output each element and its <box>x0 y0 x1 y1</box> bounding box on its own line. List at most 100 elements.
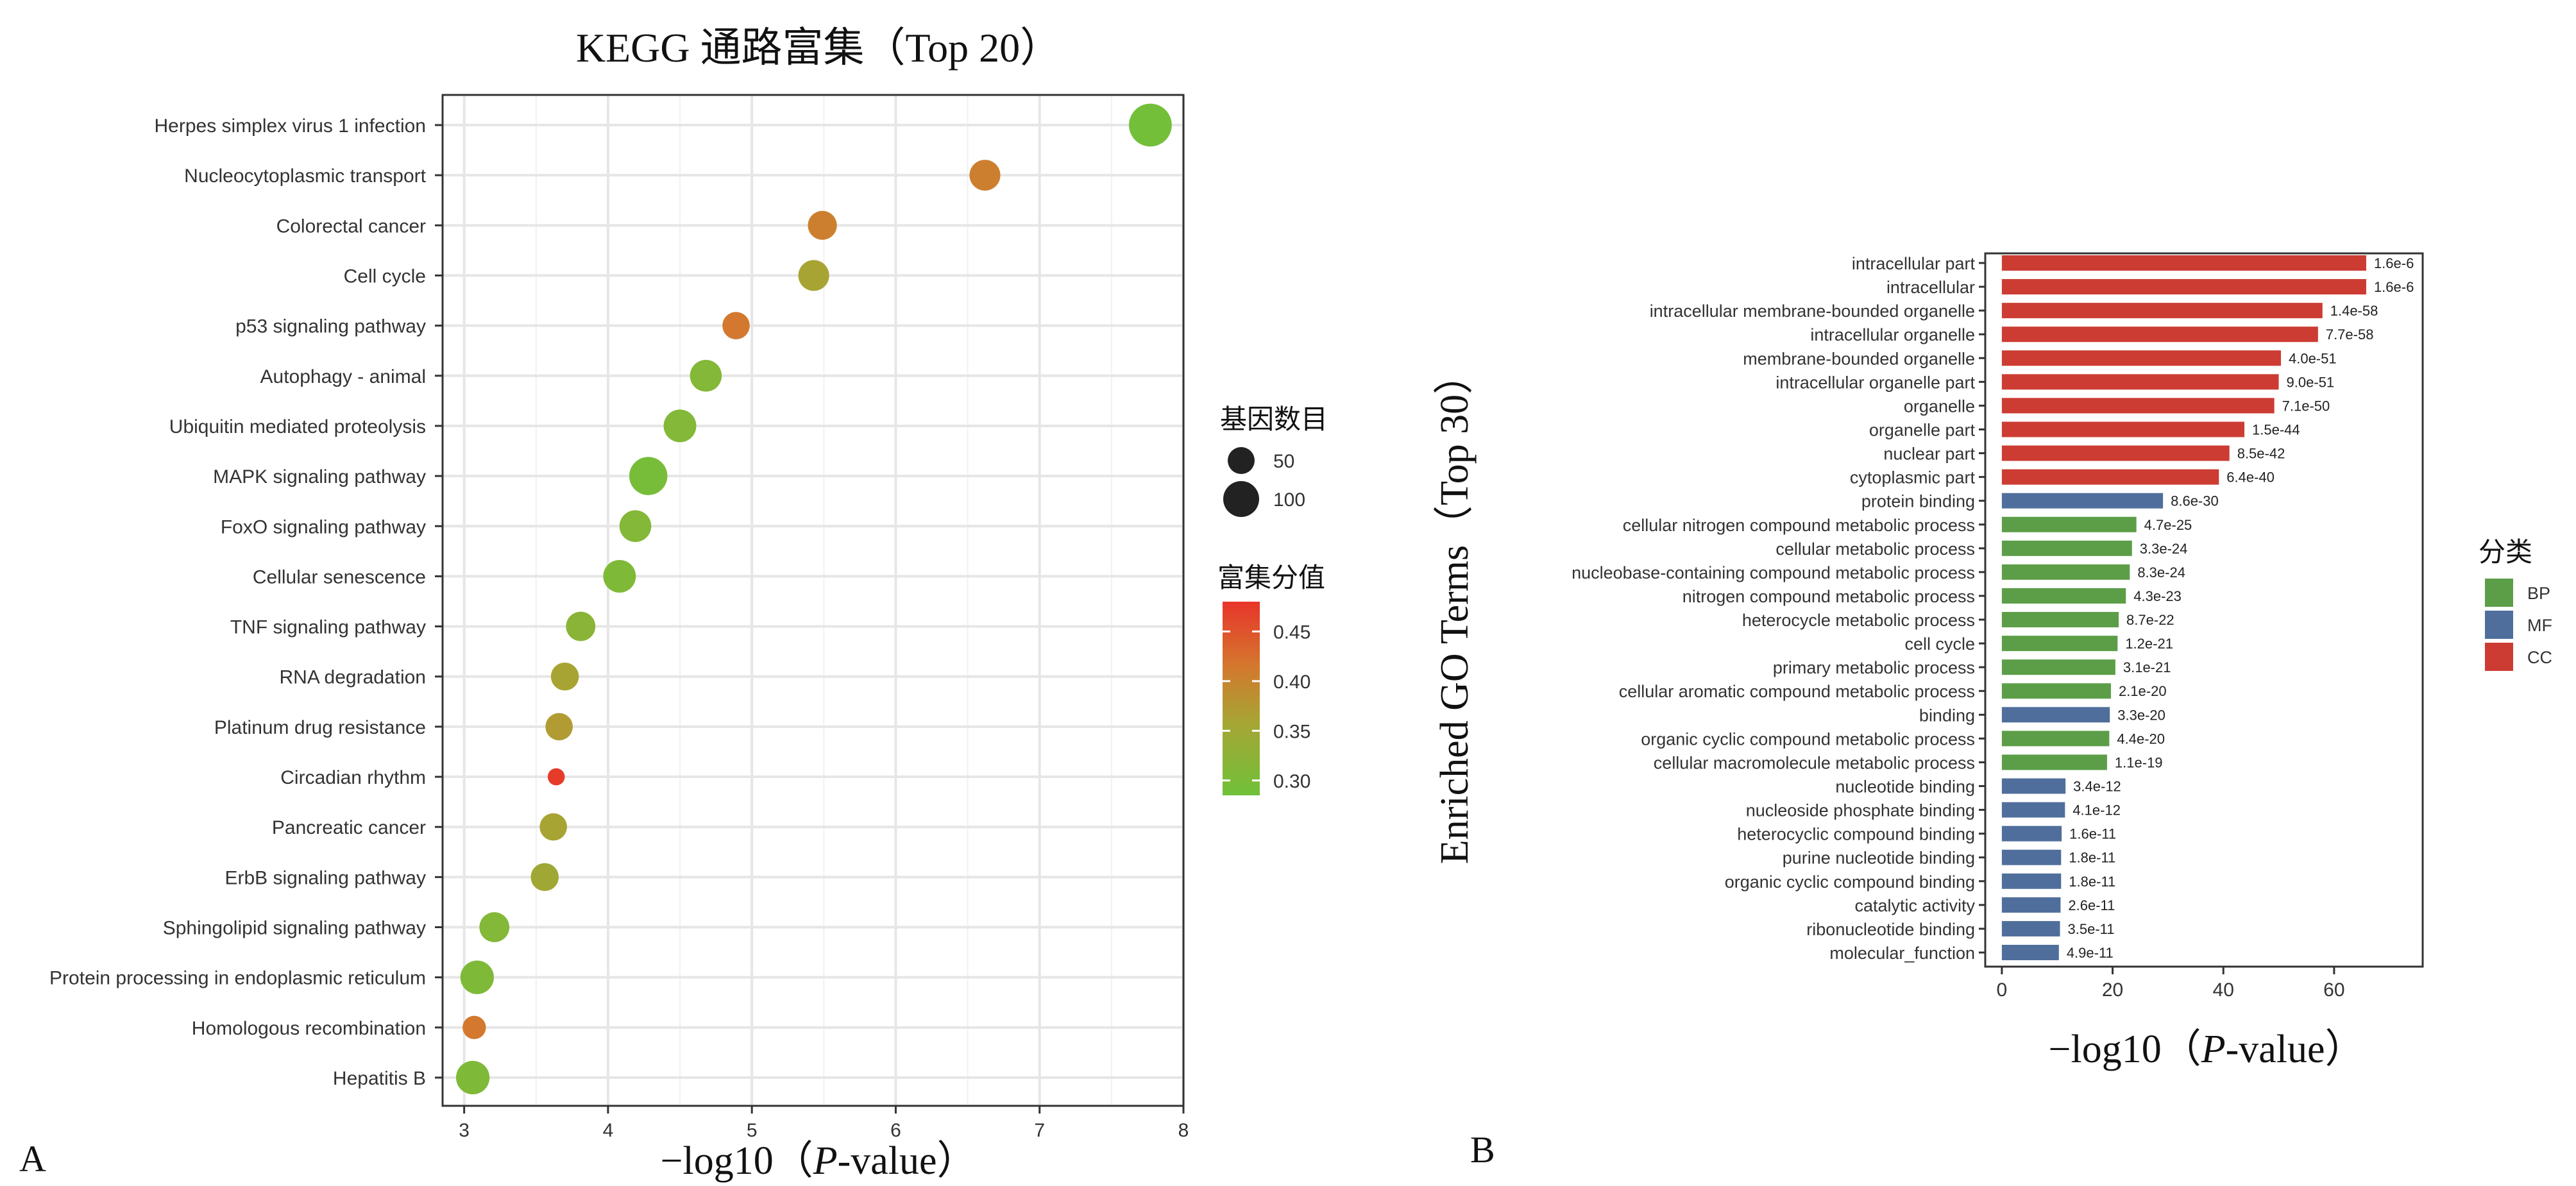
go-term-label: nitrogen compound metabolic process <box>1682 587 1975 606</box>
kegg-point <box>455 1060 490 1095</box>
go-term-label: nucleoside phosphate binding <box>1746 801 1975 820</box>
kegg-point <box>603 559 636 593</box>
go-bar-value-label: 1.6e-11 <box>2069 826 2116 842</box>
kegg-point <box>550 662 579 691</box>
kegg-term-label: Circadian rhythm <box>280 767 426 788</box>
go-bar <box>2001 540 2132 556</box>
go-bar <box>2001 920 2060 936</box>
go-term-label: ribonucleotide binding <box>1806 920 1975 939</box>
go-bar <box>2001 374 2279 390</box>
go-term-label: cellular aromatic compound metabolic pro… <box>1619 682 1975 701</box>
panel-a-label: A <box>19 1138 46 1180</box>
kegg-term-label: ErbB signaling pathway <box>225 867 426 888</box>
go-term-label: cytoplasmic part <box>1850 468 1976 487</box>
go-legend-label: MF <box>2527 616 2552 635</box>
go-term-label: molecular_function <box>1829 944 1975 963</box>
kegg-point <box>462 1015 486 1040</box>
kegg-term-label: RNA degradation <box>280 667 427 688</box>
go-bar <box>2001 350 2281 366</box>
go-term-label: purine nucleotide binding <box>1783 849 1975 868</box>
go-bar-value-label: 1.8e-11 <box>2069 850 2115 866</box>
go-bar-chart: intracellular part intracellular intracell… <box>1433 252 2552 1171</box>
kegg-point <box>547 768 565 786</box>
kegg-term-label: MAPK signaling pathway <box>213 466 426 487</box>
go-bar <box>2001 303 2323 319</box>
kegg-term-label: Nucleocytoplasmic transport <box>184 165 426 187</box>
kegg-x-tick-label: 4 <box>603 1120 614 1141</box>
kegg-point <box>722 312 750 339</box>
color-legend-title: 富集分值 <box>1217 563 1325 593</box>
go-bar <box>2001 849 2062 865</box>
go-term-label: primary metabolic process <box>1773 658 1975 677</box>
go-term-label: intracellular membrane-bounded organelle <box>1650 301 1975 321</box>
kegg-point <box>969 160 1001 191</box>
go-bar-value-label: 4.4e-20 <box>2117 731 2165 747</box>
kegg-point <box>530 863 559 892</box>
go-bar <box>2001 421 2245 437</box>
go-x-axis-label: −log10（P-value） <box>2049 1028 2365 1071</box>
kegg-dot-plot: KEGG 通路富集（Top 20） Herpes simplex virus 1… <box>19 25 1328 1183</box>
go-legend-title: 分类 <box>2479 538 2532 568</box>
kegg-point <box>545 713 573 741</box>
go-term-label: organelle part <box>1869 420 1976 439</box>
kegg-term-label: Herpes simplex virus 1 infection <box>154 115 426 137</box>
go-term-label: nucleobase-containing compound metabolic… <box>1572 563 1975 582</box>
go-bar-value-label: 1.5e-44 <box>2252 421 2300 437</box>
kegg-term-label: Homologous recombination <box>192 1018 426 1039</box>
kegg-point <box>798 260 829 291</box>
go-bar-value-label: 4.3e-23 <box>2133 588 2182 604</box>
kegg-point <box>690 360 722 392</box>
go-x-ticks: 0 20 40 60 <box>1997 967 2345 1001</box>
kegg-point <box>663 409 697 443</box>
kegg-term-label: Platinum drug resistance <box>214 717 426 738</box>
go-bar <box>2001 707 2110 723</box>
go-bar <box>2001 826 2062 842</box>
kegg-x-tick-label: 7 <box>1034 1120 1045 1141</box>
go-bar <box>2001 945 2059 960</box>
go-bar <box>2001 445 2230 461</box>
kegg-term-label: Hepatitis B <box>333 1068 426 1089</box>
go-bar-value-label: 1.6e-6 <box>2374 279 2414 295</box>
go-bar-value-label: 9.0e-51 <box>2287 374 2335 390</box>
go-bar-value-label: 4.7e-25 <box>2144 517 2192 533</box>
go-bar-value-label: 3.3e-24 <box>2140 541 2188 557</box>
go-term-label: cellular metabolic process <box>1775 539 1975 559</box>
go-term-label: catalytic activity <box>1854 896 1975 915</box>
go-legend: BP MF CC <box>2485 579 2552 671</box>
go-bar <box>2001 754 2107 770</box>
size-legend-dot <box>1228 447 1255 474</box>
go-bar-value-label: 4.9e-11 <box>2067 945 2114 961</box>
go-bar-value-label: 2.1e-20 <box>2119 683 2167 699</box>
go-plot-border <box>1984 252 2424 968</box>
color-legend-label: 0.30 <box>1273 771 1310 792</box>
go-term-label: nuclear part <box>1883 445 1975 464</box>
kegg-point <box>1129 103 1172 147</box>
kegg-x-ticks: 3 4 5 6 7 8 <box>459 1106 1189 1141</box>
go-term-label: cellular nitrogen compound metabolic pro… <box>1623 516 1975 535</box>
go-x-tick-label: 40 <box>2213 979 2234 1001</box>
go-term-label: cellular macromolecule metabolic process <box>1654 753 1975 772</box>
go-x-tick-label: 0 <box>1997 979 2008 1001</box>
go-bar-value-label: 4.1e-12 <box>2072 802 2121 818</box>
kegg-point <box>808 210 837 240</box>
go-term-label: organelle <box>1904 396 1975 416</box>
go-bar-value-label: 7.7e-58 <box>2326 326 2374 343</box>
kegg-point <box>566 611 596 641</box>
kegg-grid <box>443 95 1185 1106</box>
go-bar-value-label: 6.4e-40 <box>2226 470 2275 486</box>
go-bar <box>2001 255 2366 271</box>
go-bar <box>2001 469 2219 485</box>
go-term-labels: intracellular part intracellular intracell… <box>1572 254 1985 963</box>
color-legend-label: 0.45 <box>1273 622 1310 643</box>
go-term-label: intracellular organelle <box>1810 325 1975 344</box>
go-term-label: intracellular <box>1886 278 1975 297</box>
go-bar-value-label: 7.1e-50 <box>2282 398 2330 414</box>
kegg-term-label: Protein processing in endoplasmic reticu… <box>49 968 426 989</box>
kegg-plot-bg <box>443 95 1183 1106</box>
go-legend-swatch <box>2485 579 2513 607</box>
kegg-x-tick-label: 8 <box>1178 1120 1189 1141</box>
kegg-term-label: p53 signaling pathway <box>235 316 426 337</box>
go-term-label: heterocycle metabolic process <box>1742 611 1975 630</box>
kegg-point <box>460 960 494 994</box>
go-bar <box>2001 279 2366 295</box>
